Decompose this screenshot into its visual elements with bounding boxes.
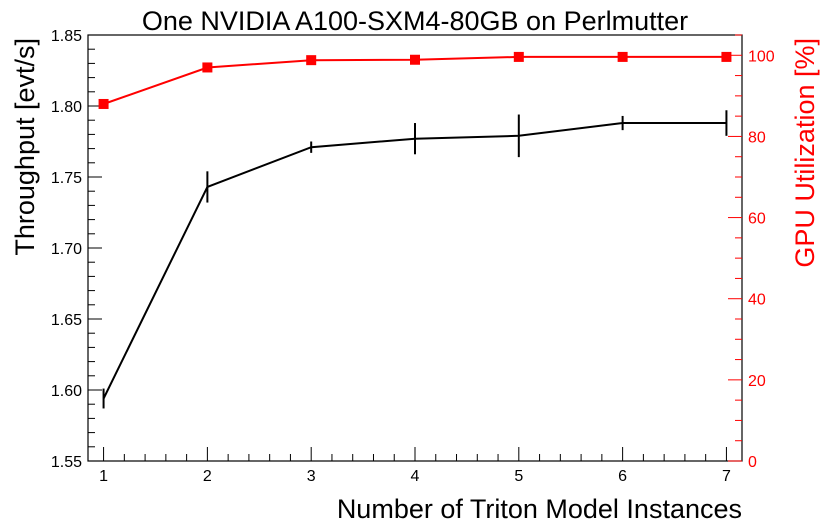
y-tick-label: 1.75: [51, 170, 82, 187]
y-tick-label: 1.55: [51, 454, 82, 471]
y-tick-label: 1.85: [51, 28, 82, 45]
x-tick-label: 3: [307, 468, 316, 485]
x-tick-label: 4: [411, 468, 420, 485]
series-line-throughput: [102, 122, 727, 399]
y-axis-label: Throughput [evt/s]: [10, 38, 40, 256]
data-point: [310, 146, 312, 148]
right-axis: 0 20 40 60 80 100: [728, 34, 775, 471]
x-tick-label: 7: [722, 468, 731, 485]
y2-tick-label: 60: [748, 211, 766, 228]
data-point: [103, 398, 105, 400]
x-tick-label: 5: [514, 468, 523, 485]
y2-tick-label: 0: [748, 454, 757, 471]
data-point: [617, 51, 628, 62]
y-tick-label: 1.60: [51, 383, 82, 400]
x-axis-label: Number of Triton Model Instances: [337, 494, 742, 524]
series-layer: [98, 51, 732, 409]
data-point: [414, 138, 416, 140]
data-point: [98, 98, 109, 109]
chart-title: One NVIDIA A100-SXM4-80GB on Perlmutter: [142, 6, 688, 36]
x-tick-label: 6: [618, 468, 627, 485]
y-tick-label: 1.80: [51, 99, 82, 116]
left-axis: 1.55 1.60 1.65 1.70 1.75 1.80 1.85: [51, 28, 102, 471]
data-point: [721, 51, 732, 62]
data-point: [306, 55, 317, 66]
x-axis: 1 2 3 4 5 6 7: [99, 447, 731, 485]
y2-axis-label: GPU Utilization [%]: [790, 38, 820, 268]
data-point: [202, 62, 213, 73]
y2-tick-label: 80: [748, 129, 766, 146]
y-tick-label: 1.70: [51, 241, 82, 258]
y-tick-label: 1.65: [51, 312, 82, 329]
plot-frame: [87, 34, 743, 462]
data-point: [410, 54, 420, 65]
data-point: [513, 51, 524, 62]
data-point: [622, 122, 624, 124]
x-tick-label: 1: [99, 468, 108, 485]
data-point: [206, 186, 208, 188]
y2-tick-label: 100: [748, 48, 775, 65]
x-tick-label: 2: [203, 468, 212, 485]
y2-tick-label: 40: [748, 292, 766, 309]
y2-tick-label: 20: [748, 373, 766, 390]
data-point: [725, 122, 727, 124]
data-point: [518, 135, 520, 137]
